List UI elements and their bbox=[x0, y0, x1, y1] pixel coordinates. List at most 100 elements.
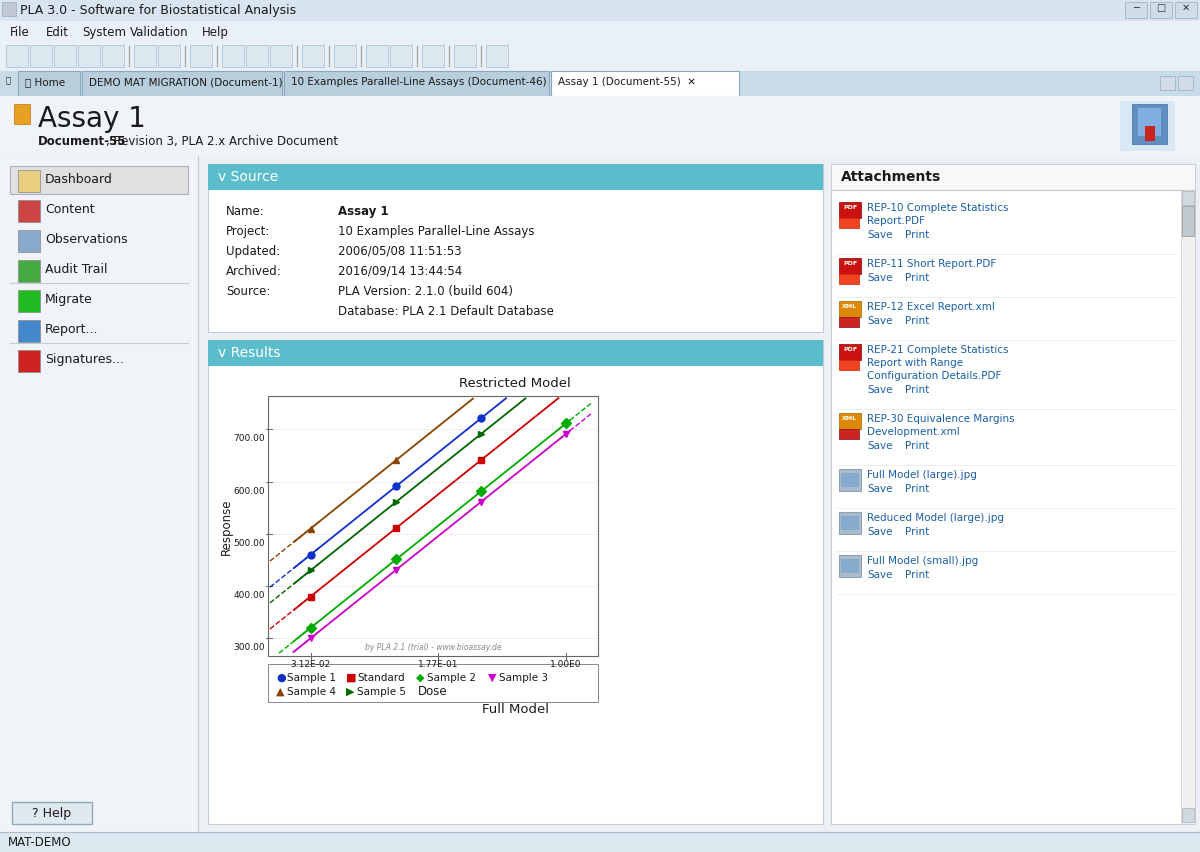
Text: Report...: Report... bbox=[46, 323, 98, 336]
Text: Print: Print bbox=[905, 230, 929, 239]
Text: Dose: Dose bbox=[418, 684, 448, 697]
Bar bbox=[0, 0, 1200, 22]
Bar bbox=[1182, 207, 1194, 237]
Text: v Source: v Source bbox=[218, 170, 278, 184]
Bar bbox=[839, 344, 862, 360]
Bar bbox=[0, 97, 1200, 157]
Text: File: File bbox=[10, 26, 30, 39]
Bar bbox=[839, 512, 862, 534]
Text: Assay 1: Assay 1 bbox=[38, 105, 146, 133]
Text: Database: PLA 2.1 Default Database: Database: PLA 2.1 Default Database bbox=[338, 305, 554, 318]
Text: Save: Save bbox=[866, 527, 893, 537]
Text: Response: Response bbox=[220, 498, 233, 555]
Bar bbox=[302, 46, 324, 68]
Text: 400.00: 400.00 bbox=[234, 590, 265, 599]
Text: Save: Save bbox=[866, 483, 893, 493]
Text: Content: Content bbox=[46, 203, 95, 216]
Text: DEMO MAT MIGRATION (Document-1): DEMO MAT MIGRATION (Document-1) bbox=[89, 77, 283, 87]
Text: PLA Version: 2.1.0 (build 604): PLA Version: 2.1.0 (build 604) bbox=[338, 285, 514, 297]
Bar bbox=[839, 318, 859, 328]
Bar bbox=[12, 802, 92, 824]
Text: Configuration Details.PDF: Configuration Details.PDF bbox=[866, 371, 1001, 381]
Bar bbox=[18, 320, 40, 343]
Bar bbox=[246, 46, 268, 68]
Text: Help: Help bbox=[202, 26, 229, 39]
Text: Print: Print bbox=[905, 315, 929, 325]
Bar bbox=[2, 3, 16, 17]
Text: Name:: Name: bbox=[226, 204, 265, 218]
Text: Save: Save bbox=[866, 569, 893, 579]
Text: □: □ bbox=[1157, 3, 1165, 13]
Text: Print: Print bbox=[905, 483, 929, 493]
Text: Sample 4: Sample 4 bbox=[287, 686, 336, 696]
Text: Save: Save bbox=[866, 230, 893, 239]
Text: MAT-DEMO: MAT-DEMO bbox=[8, 835, 72, 848]
Text: Signatures...: Signatures... bbox=[46, 353, 124, 366]
Text: Report with Range: Report with Range bbox=[866, 358, 964, 367]
Bar bbox=[268, 396, 598, 656]
Text: , Revision 3, PLA 2.x Archive Document: , Revision 3, PLA 2.x Archive Document bbox=[107, 135, 338, 148]
Text: Attachments: Attachments bbox=[841, 170, 941, 184]
Text: Audit Trail: Audit Trail bbox=[46, 262, 108, 276]
Bar bbox=[1181, 191, 1195, 824]
Bar bbox=[486, 46, 508, 68]
Bar bbox=[1182, 808, 1194, 822]
Bar bbox=[18, 231, 40, 253]
Text: 🔒: 🔒 bbox=[6, 76, 11, 85]
Text: Document-55: Document-55 bbox=[38, 135, 126, 148]
Text: 2016/09/14 13:44:54: 2016/09/14 13:44:54 bbox=[338, 265, 462, 278]
Bar bbox=[208, 341, 823, 824]
Bar bbox=[18, 201, 40, 222]
Text: by PLA 2.1 (trial) - www.bioassay.de: by PLA 2.1 (trial) - www.bioassay.de bbox=[365, 642, 502, 651]
Text: REP-12 Excel Report.xml: REP-12 Excel Report.xml bbox=[866, 302, 995, 312]
Text: 10 Examples Parallel-Line Assays: 10 Examples Parallel-Line Assays bbox=[338, 225, 534, 238]
Bar bbox=[14, 105, 30, 125]
Bar bbox=[1126, 3, 1147, 19]
Bar bbox=[208, 341, 823, 366]
Bar bbox=[830, 164, 1195, 824]
Bar bbox=[208, 164, 823, 332]
Text: XML: XML bbox=[842, 416, 858, 421]
Bar bbox=[270, 46, 292, 68]
Text: Dashboard: Dashboard bbox=[46, 173, 113, 186]
Bar bbox=[30, 46, 52, 68]
Bar bbox=[208, 164, 823, 191]
Bar bbox=[1132, 105, 1166, 145]
Bar bbox=[1178, 77, 1193, 91]
Bar bbox=[18, 170, 40, 193]
Text: Standard: Standard bbox=[358, 672, 404, 682]
Text: ●: ● bbox=[276, 672, 286, 682]
Bar bbox=[134, 46, 156, 68]
Bar bbox=[0, 72, 1200, 97]
Text: Edit: Edit bbox=[46, 26, 70, 39]
Bar bbox=[841, 516, 859, 531]
Bar bbox=[839, 203, 862, 219]
Text: Sample 2: Sample 2 bbox=[427, 672, 476, 682]
Text: ◆: ◆ bbox=[416, 672, 425, 682]
Bar bbox=[0, 72, 16, 97]
Text: 🏠 Home: 🏠 Home bbox=[25, 77, 65, 87]
Text: Full Model: Full Model bbox=[481, 702, 548, 715]
Bar bbox=[1120, 102, 1175, 152]
Text: Report.PDF: Report.PDF bbox=[866, 216, 925, 226]
Text: Observations: Observations bbox=[46, 233, 127, 245]
Text: Sample 1: Sample 1 bbox=[287, 672, 336, 682]
Bar bbox=[839, 302, 862, 318]
Bar bbox=[839, 219, 859, 228]
Bar bbox=[158, 46, 180, 68]
Text: Validation: Validation bbox=[130, 26, 188, 39]
Bar bbox=[0, 22, 1200, 42]
Text: System: System bbox=[82, 26, 126, 39]
Bar bbox=[1160, 77, 1175, 91]
Bar bbox=[839, 360, 859, 371]
Text: Assay 1 (Document-55)  ✕: Assay 1 (Document-55) ✕ bbox=[558, 77, 696, 87]
Text: Migrate: Migrate bbox=[46, 292, 92, 306]
Bar bbox=[18, 261, 40, 283]
Bar bbox=[390, 46, 412, 68]
Text: 300.00: 300.00 bbox=[233, 642, 265, 652]
Bar bbox=[839, 556, 862, 578]
Text: ✕: ✕ bbox=[1182, 3, 1190, 13]
Text: REP-21 Complete Statistics: REP-21 Complete Statistics bbox=[866, 344, 1009, 354]
Text: PDF: PDF bbox=[842, 261, 857, 266]
Bar bbox=[839, 259, 862, 274]
